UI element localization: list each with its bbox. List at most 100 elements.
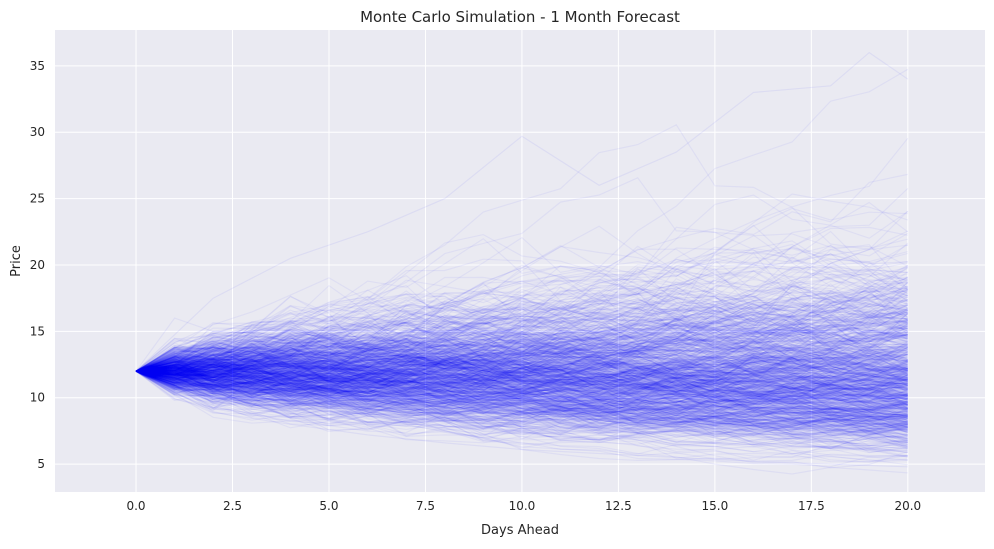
simulation-path <box>135 244 908 376</box>
simulation-path <box>135 282 908 393</box>
simulation-path <box>135 369 908 409</box>
simulation-path <box>135 270 908 373</box>
simulation-path <box>135 362 908 383</box>
simulation-path <box>135 318 909 399</box>
simulation-path <box>135 370 908 430</box>
simulation-path <box>135 344 908 410</box>
simulation-path <box>135 370 908 441</box>
simulation-path <box>135 330 908 384</box>
simulation-path <box>135 330 908 378</box>
simulation-path <box>135 370 909 449</box>
simulation-path <box>135 334 908 384</box>
simulation-path <box>135 313 908 398</box>
simulation-path <box>135 368 908 404</box>
simulation-path <box>135 362 908 433</box>
simulation-path <box>135 365 908 430</box>
simulation-path <box>135 306 908 372</box>
simulation-path <box>135 286 908 381</box>
simulation-path <box>135 285 909 373</box>
simulation-path <box>135 370 908 419</box>
simulation-path <box>135 310 908 385</box>
simulation-path <box>135 348 908 425</box>
simulation-path <box>135 331 909 388</box>
simulation-path <box>135 303 908 381</box>
simulation-path <box>135 370 908 419</box>
simulation-path <box>135 352 908 391</box>
simulation-path <box>135 291 909 396</box>
simulation-path <box>135 267 909 372</box>
simulation-path <box>135 353 908 416</box>
simulation-path <box>135 346 909 398</box>
simulation-path <box>135 268 908 381</box>
simulation-path <box>135 342 908 382</box>
simulation-path <box>135 370 908 432</box>
simulation-path <box>135 245 908 372</box>
simulation-path <box>135 367 909 427</box>
simulation-path <box>135 370 908 433</box>
simulation-path <box>135 370 908 399</box>
simulation-path <box>135 332 908 440</box>
simulation-path <box>135 322 908 394</box>
simulation-path <box>135 319 908 380</box>
simulation-path <box>135 326 908 415</box>
simulation-path <box>135 267 908 374</box>
simulation-path <box>135 289 908 372</box>
simulation-path <box>135 321 908 384</box>
simulation-path <box>135 365 909 411</box>
simulation-path <box>135 308 909 384</box>
simulation-path <box>135 370 908 436</box>
simulation-path <box>135 365 908 414</box>
simulation-path <box>135 230 909 372</box>
simulation-path <box>135 370 908 454</box>
simulation-path <box>135 364 908 411</box>
simulation-path <box>135 370 908 419</box>
simulation-path <box>135 348 908 416</box>
simulation-path <box>135 331 909 400</box>
simulation-path <box>135 330 908 381</box>
simulation-path <box>135 370 909 425</box>
simulation-path <box>135 232 909 400</box>
simulation-path <box>135 248 908 372</box>
simulation-path <box>135 342 908 376</box>
simulation-path <box>135 357 908 421</box>
simulation-path <box>135 370 908 446</box>
simulation-path <box>135 315 908 378</box>
simulation-path <box>135 370 908 443</box>
simulation-path <box>135 369 908 436</box>
simulation-path <box>135 289 908 372</box>
simulation-path <box>135 359 909 427</box>
simulation-path <box>135 359 908 429</box>
simulation-path <box>135 366 908 440</box>
simulation-path <box>135 318 908 384</box>
simulation-path <box>135 370 908 455</box>
simulation-path <box>135 315 908 372</box>
simulation-path <box>135 303 908 372</box>
simulation-path <box>135 272 908 372</box>
simulation-path <box>135 340 908 379</box>
simulation-path <box>135 357 908 422</box>
simulation-path <box>135 286 909 372</box>
simulation-path <box>135 370 908 415</box>
simulation-path <box>135 303 908 391</box>
simulation-path <box>135 370 908 415</box>
simulation-path <box>135 355 908 451</box>
simulation-path <box>135 331 908 403</box>
simulation-path <box>135 300 908 375</box>
simulation-path <box>135 252 908 372</box>
simulation-path <box>135 312 908 394</box>
simulation-path <box>135 346 908 397</box>
simulation-path <box>135 370 908 425</box>
simulation-path <box>135 293 908 382</box>
simulation-path <box>135 370 908 413</box>
simulation-path <box>135 322 908 374</box>
simulation-path <box>135 369 908 399</box>
simulation-path <box>135 352 908 380</box>
simulation-path <box>135 368 908 402</box>
simulation-path <box>135 342 908 385</box>
simulation-path <box>135 289 909 372</box>
simulation-path <box>135 341 908 408</box>
simulation-path <box>135 277 909 380</box>
simulation-path <box>135 370 908 450</box>
simulation-path <box>135 343 908 398</box>
